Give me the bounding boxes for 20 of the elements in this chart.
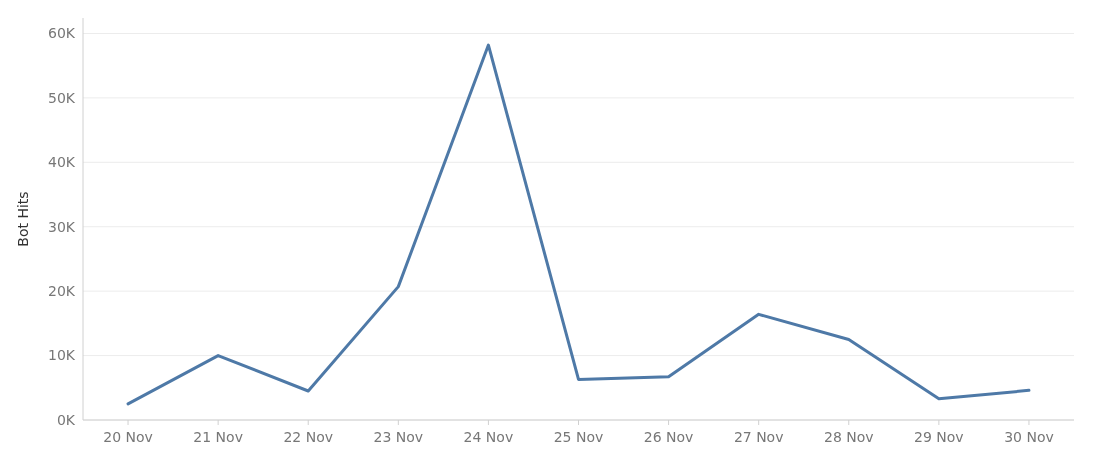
x-tick-label: 22 Nov	[283, 429, 334, 445]
y-tick-label: 50K	[48, 89, 76, 106]
x-tick-label: 25 Nov	[553, 429, 604, 445]
x-tick-label: 29 Nov	[914, 429, 964, 445]
line-series	[126, 43, 1031, 406]
x-tick-label: 21 Nov	[193, 429, 243, 445]
y-tick-label: 30K	[48, 218, 76, 235]
x-tick-label: 23 Nov	[373, 429, 424, 445]
y-tick-label: 60K	[48, 25, 76, 42]
x-tick-label: 27 Nov	[733, 429, 784, 445]
x-tick-label: 26 Nov	[643, 429, 694, 445]
x-tick-label: 28 Nov	[823, 429, 874, 445]
x-tick-label: 24 Nov	[463, 429, 514, 445]
y-tick-label: 20K	[48, 283, 76, 300]
x-tick-label: 20 Nov	[103, 429, 153, 445]
y-tick-label: 40K	[48, 154, 76, 171]
y-tick-label: 0K	[56, 411, 76, 428]
x-tick-label: 30 Nov	[1004, 429, 1054, 445]
y-axis-title: Bot Hits	[15, 191, 31, 247]
y-tick-label: 10K	[48, 347, 76, 364]
